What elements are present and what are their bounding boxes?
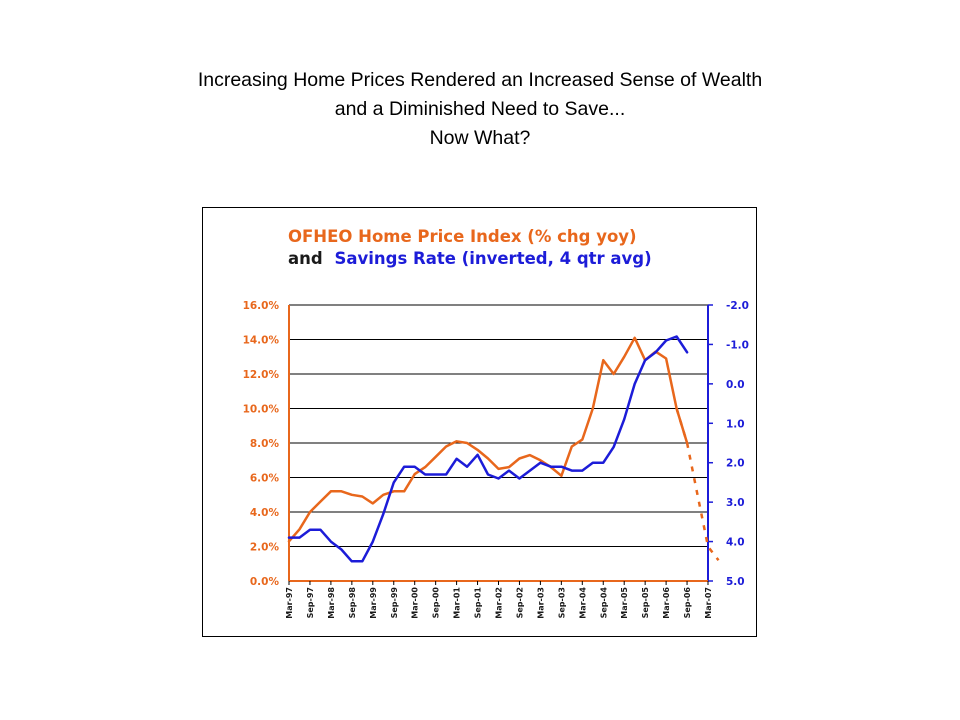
y-left-tick-label: 12.0% bbox=[243, 369, 280, 381]
x-tick-label: Mar-99 bbox=[369, 587, 378, 619]
y-left-tick-label: 8.0% bbox=[250, 438, 280, 450]
y-right-tick-label: 1.0 bbox=[726, 418, 745, 430]
slide-title-line-3: Now What? bbox=[429, 127, 531, 149]
tick-labels: 0.0% 2.0% 4.0% 6.0% 8.0% 10.0% 12.0% 14.0% 16.0%… bbox=[243, 300, 749, 619]
x-tick-label: Sep-05 bbox=[641, 587, 650, 619]
series-line-home_price_projection bbox=[675, 408, 720, 562]
y-right-tick-label: 4.0 bbox=[726, 537, 745, 549]
x-tick-label: Sep-04 bbox=[599, 587, 608, 619]
y-right-tick-label: 2.0 bbox=[726, 458, 745, 470]
y-right-tick-label: -2.0 bbox=[726, 300, 749, 312]
x-tick-label: Mar-01 bbox=[453, 587, 462, 619]
y-left-tick-label: 6.0% bbox=[250, 473, 280, 485]
series-line-home_price bbox=[287, 336, 689, 543]
y-left-tick-label: 0.0% bbox=[250, 576, 280, 588]
slide-title-line-2: and a Diminished Need to Save... bbox=[334, 98, 626, 120]
grid-lines bbox=[289, 304, 708, 547]
chart: OFHEO Home Price Index (% chg yoy) and S… bbox=[243, 227, 749, 619]
x-tick-label: Mar-07 bbox=[704, 587, 713, 619]
chart-subtitle-prefix: and bbox=[288, 249, 323, 268]
x-tick-label: Mar-05 bbox=[620, 587, 629, 619]
y-left-tick-label: 10.0% bbox=[243, 404, 280, 416]
x-tick-label: Sep-97 bbox=[306, 587, 315, 618]
y-right-tick-label: 0.0 bbox=[726, 379, 745, 391]
axes bbox=[288, 304, 713, 585]
series-line-savings bbox=[287, 335, 689, 563]
chart-subtitle-text: Savings Rate (inverted, 4 qtr avg) bbox=[334, 249, 651, 268]
x-tick-label: Sep-00 bbox=[432, 587, 441, 619]
y-right-tick-label: 3.0 bbox=[726, 497, 745, 509]
x-tick-label: Mar-04 bbox=[578, 587, 587, 619]
x-tick-label: Mar-00 bbox=[411, 587, 420, 619]
x-tick-label: Sep-01 bbox=[474, 587, 483, 619]
slide-title-line-1: Increasing Home Prices Rendered an Incre… bbox=[197, 69, 763, 91]
x-tick-label: Sep-06 bbox=[683, 587, 692, 619]
x-tick-label: Sep-99 bbox=[390, 587, 399, 619]
x-tick-label: Mar-06 bbox=[662, 587, 671, 619]
y-left-tick-label: 16.0% bbox=[243, 300, 280, 312]
x-tick-label: Mar-98 bbox=[327, 587, 336, 619]
x-tick-label: Mar-02 bbox=[495, 587, 504, 619]
y-right-tick-label: -1.0 bbox=[726, 339, 749, 351]
x-tick-label: Sep-03 bbox=[557, 587, 566, 618]
series-layer bbox=[287, 335, 720, 563]
x-tick-label: Sep-98 bbox=[348, 587, 357, 619]
x-tick-label: Mar-03 bbox=[536, 587, 545, 619]
x-tick-label: Mar-97 bbox=[285, 587, 294, 619]
y-left-tick-label: 14.0% bbox=[243, 335, 280, 347]
chart-frame bbox=[202, 207, 757, 637]
slide-title: Increasing Home Prices Rendered an Incre… bbox=[0, 66, 960, 153]
y-right-tick-label: 5.0 bbox=[726, 576, 745, 588]
chart-title: OFHEO Home Price Index (% chg yoy) bbox=[288, 227, 637, 246]
y-left-tick-label: 2.0% bbox=[250, 542, 280, 554]
y-left-tick-label: 4.0% bbox=[250, 507, 280, 519]
chart-subtitle: and Savings Rate (inverted, 4 qtr avg) bbox=[288, 249, 652, 268]
x-tick-label: Sep-02 bbox=[515, 587, 524, 618]
